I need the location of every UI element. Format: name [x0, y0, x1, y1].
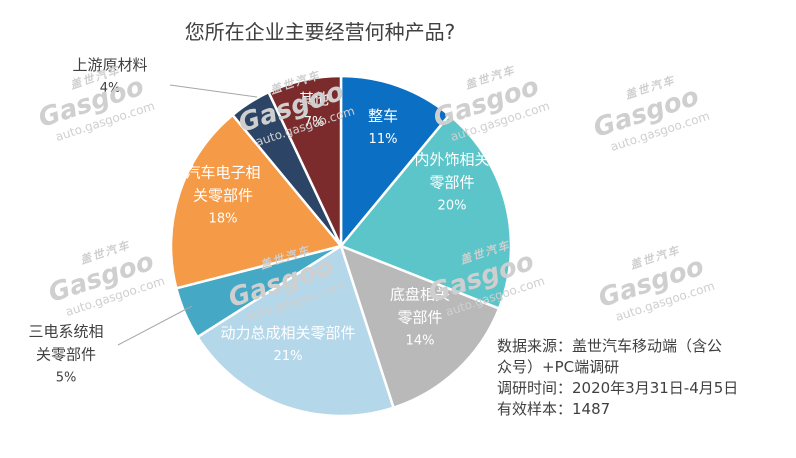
slice-label: 上游原材料: [72, 56, 147, 74]
slice-label: 三电系统相: [28, 323, 103, 341]
slice-label: 零部件: [397, 309, 442, 327]
slice-label: 动力总成相关零部件: [220, 324, 355, 342]
sample-size: 有效样本：1487: [497, 400, 611, 418]
slice-label: 汽车电子相: [185, 164, 260, 182]
slice-label: 整车: [368, 107, 398, 125]
slice-percent-label: 4%: [100, 81, 121, 96]
slice-percent-label: 20%: [438, 199, 467, 214]
source-note: 数据来源：盖世汽车移动端（含公 众号）+PC端调研 调研时间：2020年3月31…: [497, 336, 787, 420]
slice-percent-label: 5%: [56, 371, 77, 386]
chart-title: 您所在企业主要经营何种产品?: [184, 20, 456, 44]
leader-line: [169, 84, 258, 98]
slice-percent-label: 21%: [274, 349, 303, 364]
source-line: 数据来源：盖世汽车移动端（含公: [497, 337, 723, 355]
pie-slice: [169, 113, 344, 290]
pie-slice: [338, 113, 513, 311]
leader-line: [117, 305, 193, 346]
slice-label: 其他: [299, 90, 329, 108]
slice-percent-label: 14%: [406, 334, 435, 349]
slice-label: 关零部件: [36, 346, 96, 364]
survey-period: 调研时间：2020年3月31日-4月5日: [497, 379, 739, 397]
slice-percent-label: 18%: [209, 212, 238, 227]
slice-percent-label: 11%: [369, 132, 398, 147]
pie-slice: [195, 244, 396, 418]
slice-label: 关零部件: [193, 187, 253, 205]
slice-label: 内外饰相关: [414, 151, 489, 169]
slice-percent-label: 7%: [304, 115, 325, 130]
pie-slice: [266, 74, 343, 247]
pie-slice: [339, 74, 452, 250]
slice-label: 底盘相关: [390, 286, 450, 304]
slice-label: 零部件: [429, 174, 474, 192]
source-line: 众号）+PC端调研: [497, 358, 620, 376]
